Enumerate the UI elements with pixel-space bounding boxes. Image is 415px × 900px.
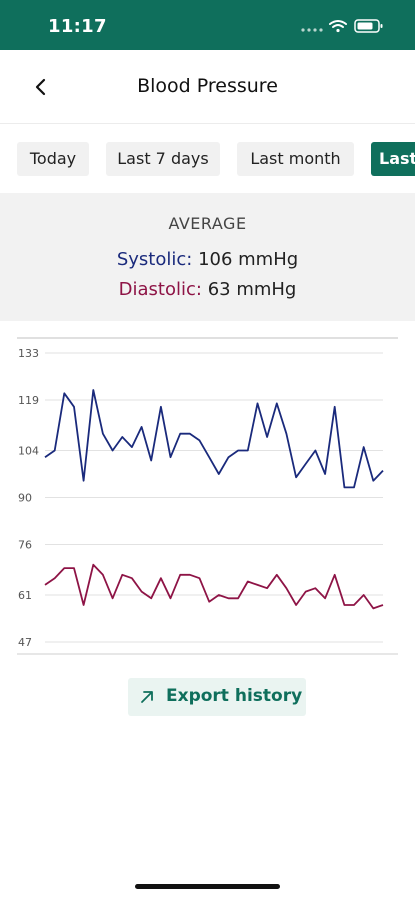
range-tabs: Today Last 7 days Last month Last year <box>0 125 415 193</box>
wifi-icon <box>329 20 347 33</box>
chevron-left-icon <box>35 78 46 96</box>
systolic-label: Systolic: <box>116 249 193 270</box>
systolic-value: 106 mmHg <box>198 249 299 270</box>
tab-last-month[interactable]: Last month <box>237 142 354 176</box>
status-bar: 11:17 <box>0 0 415 50</box>
y-tick-label: 76 <box>18 539 32 552</box>
back-button[interactable] <box>26 72 56 102</box>
y-tick-label: 61 <box>18 589 32 602</box>
diastolic-label: Diastolic: <box>118 279 202 300</box>
cellular-signal-icon <box>301 28 323 32</box>
systolic-line <box>44 389 384 489</box>
y-tick-label: 119 <box>18 394 39 407</box>
status-time: 11:17 <box>48 16 107 37</box>
diastolic-average: Diastolic: 63 mmHg <box>0 279 415 300</box>
status-icons <box>301 19 383 33</box>
systolic-average: Systolic: 106 mmHg <box>0 249 415 270</box>
y-tick-label: 47 <box>18 636 32 649</box>
y-tick-label: 133 <box>18 347 39 360</box>
export-history-button[interactable]: Export history <box>128 678 306 716</box>
average-label: AVERAGE <box>168 214 247 233</box>
blood-pressure-chart: 133 119 104 90 76 61 47 <box>0 336 415 666</box>
y-tick-label: 90 <box>18 492 32 505</box>
average-summary: AVERAGE Systolic: 106 mmHg Diastolic: 63… <box>0 193 415 321</box>
tab-last-7-days[interactable]: Last 7 days <box>106 142 220 176</box>
nav-bar: Blood Pressure <box>0 50 415 124</box>
export-history-label: Export history <box>166 686 303 706</box>
y-tick-label: 104 <box>18 444 39 457</box>
home-indicator <box>135 884 280 889</box>
page-title: Blood Pressure <box>137 75 278 97</box>
diastolic-value: 63 mmHg <box>207 279 297 300</box>
arrow-up-right-icon <box>141 691 153 703</box>
diastolic-line <box>44 563 384 610</box>
chart-svg: 133 119 104 90 76 61 47 <box>17 337 398 655</box>
tab-last-year[interactable]: Last year <box>371 142 415 176</box>
tab-today[interactable]: Today <box>17 142 89 176</box>
battery-icon <box>354 19 383 33</box>
